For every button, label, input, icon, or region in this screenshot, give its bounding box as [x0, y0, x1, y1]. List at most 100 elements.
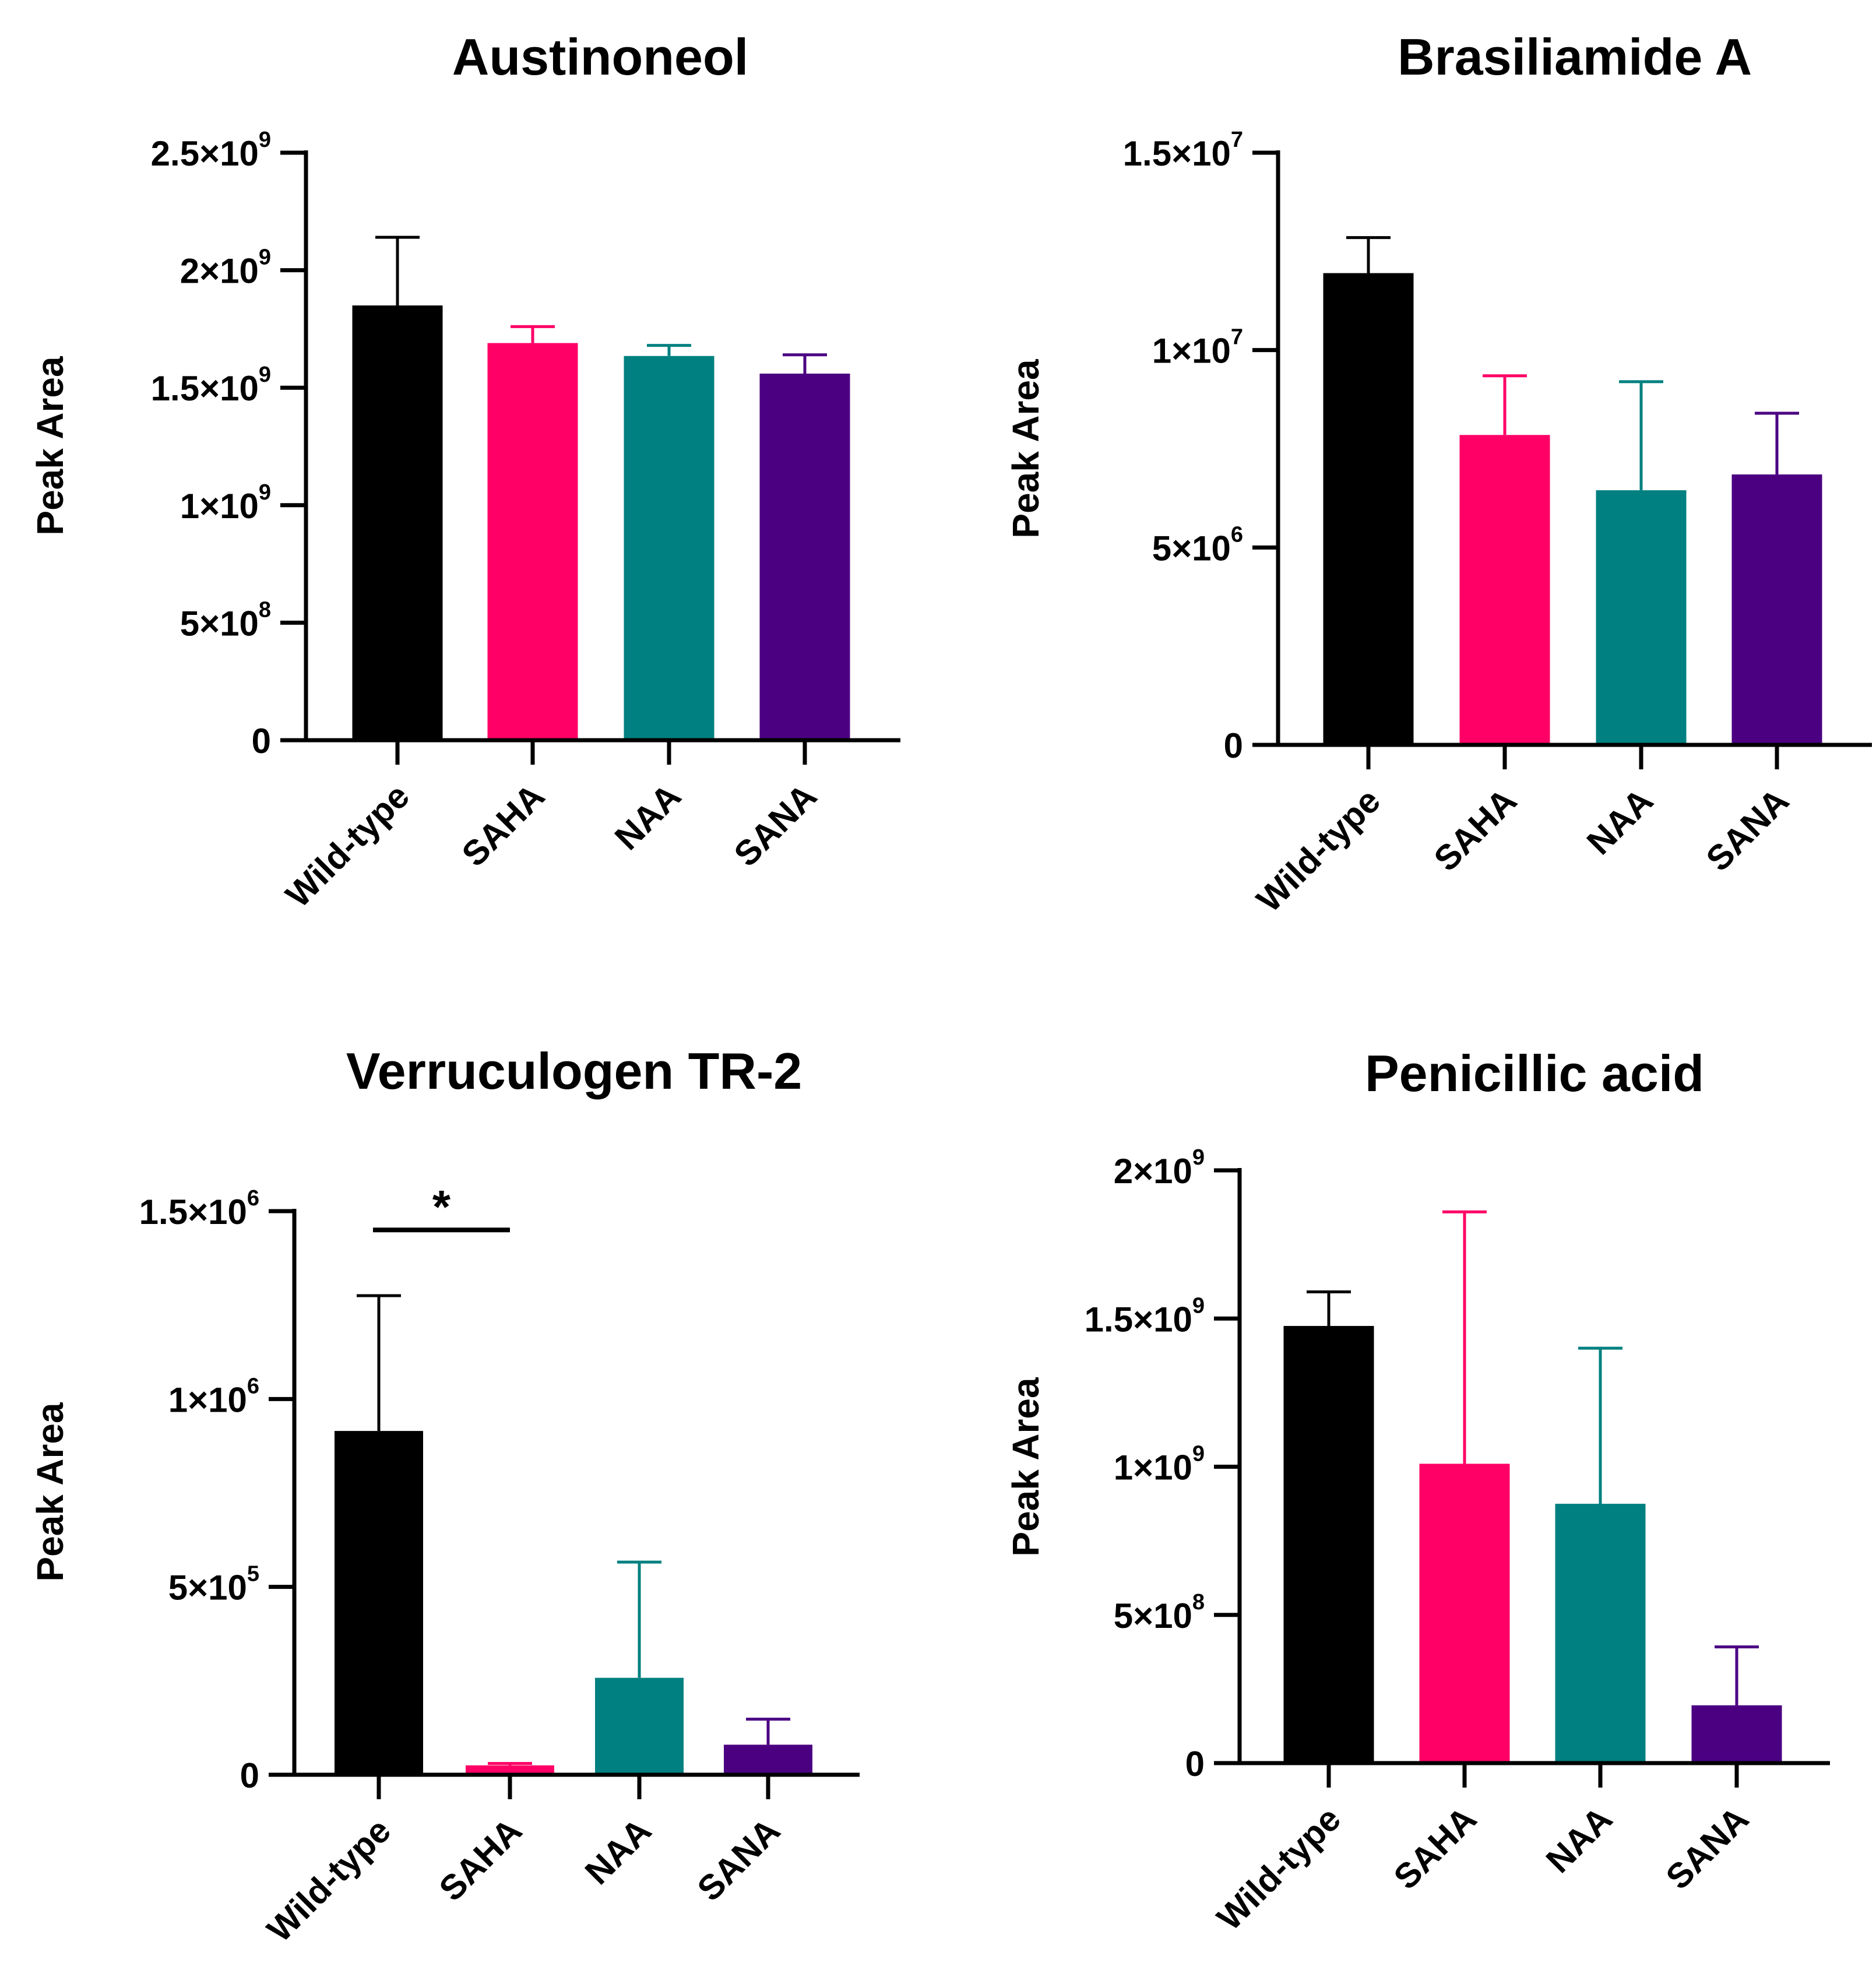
bar-saha	[1419, 1464, 1510, 1763]
y-tick-mantissa: 0	[240, 1756, 259, 1795]
x-tick-label-naa: NAA	[1539, 1799, 1620, 1880]
x-tick-label-sana: SANA	[690, 1811, 788, 1909]
y-tick-exponent: 9	[259, 245, 271, 270]
y-tick-mantissa: 1×10	[168, 1380, 247, 1419]
y-tick-mantissa: 1.5×10	[1085, 1300, 1192, 1339]
y-tick-mantissa: 5×10	[1152, 529, 1231, 568]
y-tick-mantissa: 0	[1224, 726, 1243, 765]
y-axis-label: Peak Area	[1005, 1377, 1047, 1557]
y-tick-label: 1×109	[180, 480, 271, 526]
y-tick-exponent: 9	[1192, 1442, 1205, 1466]
y-tick-mantissa: 0	[252, 722, 271, 761]
y-tick-label: 5×108	[1114, 1590, 1205, 1635]
y-tick-exponent: 8	[259, 597, 271, 622]
y-tick-label: 0	[1224, 726, 1243, 765]
y-tick-label: 0	[240, 1756, 259, 1795]
bar-saha	[1459, 435, 1550, 745]
y-tick-mantissa: 5×10	[1114, 1596, 1192, 1635]
error-bar-naa	[1578, 1346, 1622, 1504]
error-bar-saha	[488, 1762, 532, 1765]
significance-star: *	[432, 1181, 451, 1233]
y-tick-label: 5×106	[1152, 522, 1243, 568]
y-tick-mantissa: 1×10	[180, 487, 259, 526]
y-tick-exponent: 7	[1231, 128, 1243, 152]
bar-sana	[759, 374, 850, 740]
x-tick-label-saha: SAHA	[1427, 781, 1525, 879]
error-bar-sana	[746, 1718, 790, 1745]
x-tick-label-saha: SAHA	[455, 776, 552, 874]
x-tick-label-saha: SAHA	[432, 1811, 530, 1909]
error-bar-naa	[647, 344, 691, 356]
bar-wild-type	[335, 1431, 423, 1775]
y-tick-mantissa: 5×10	[168, 1568, 247, 1607]
y-tick-mantissa: 1.5×10	[1123, 134, 1231, 173]
chart-title: Verruculogen TR-2	[346, 1042, 802, 1100]
y-tick-label: 1.5×107	[1123, 128, 1243, 173]
y-tick-exponent: 6	[247, 1374, 259, 1398]
y-tick-label: 2×109	[180, 245, 271, 291]
y-tick-exponent: 9	[259, 128, 271, 152]
x-tick-label-naa: NAA	[578, 1811, 659, 1892]
y-tick-exponent: 7	[1231, 325, 1243, 350]
y-tick-mantissa: 1×10	[1152, 332, 1231, 371]
y-tick-label: 5×105	[168, 1562, 259, 1607]
chart-title: Brasiliamide A	[1398, 28, 1752, 86]
x-tick-label-wild-type: Wild-type	[1249, 781, 1388, 920]
y-tick-label: 1.5×109	[151, 363, 271, 408]
y-tick-mantissa: 1×10	[1114, 1448, 1192, 1487]
y-tick-mantissa: 2×10	[1114, 1152, 1192, 1191]
bar-wild-type	[1283, 1325, 1374, 1763]
y-tick-label: 0	[252, 722, 271, 761]
y-tick-label: 1×107	[1152, 325, 1243, 371]
y-tick-exponent: 6	[247, 1186, 259, 1211]
error-bar-sana	[1715, 1645, 1759, 1705]
error-bar-wild-type	[357, 1294, 401, 1431]
y-tick-label: 5×108	[180, 597, 271, 643]
y-tick-exponent: 9	[259, 480, 271, 505]
y-tick-mantissa: 2.5×10	[151, 134, 259, 173]
y-tick-mantissa: 1.5×10	[139, 1192, 247, 1232]
bar-naa	[1596, 490, 1687, 745]
error-bar-naa	[1619, 380, 1663, 491]
y-tick-label: 2.5×109	[151, 128, 271, 173]
x-tick-label-naa: NAA	[607, 776, 688, 857]
bar-sana	[724, 1744, 812, 1775]
y-tick-label: 1×109	[1114, 1442, 1205, 1487]
bar-wild-type	[352, 305, 443, 740]
y-tick-exponent: 5	[247, 1562, 259, 1587]
bar-naa	[624, 356, 715, 740]
error-bar-wild-type	[1346, 236, 1391, 273]
y-tick-exponent: 8	[1192, 1590, 1205, 1614]
y-tick-label: 1.5×109	[1085, 1293, 1205, 1339]
x-tick-label-naa: NAA	[1579, 781, 1660, 862]
bar-saha	[466, 1765, 554, 1775]
chart-title: Austinoneol	[452, 28, 748, 86]
y-tick-label: 1.5×106	[139, 1186, 259, 1232]
error-bar-sana	[1755, 411, 1799, 475]
y-tick-exponent: 9	[1192, 1145, 1205, 1170]
error-bar-wild-type	[1307, 1290, 1351, 1326]
y-tick-mantissa: 0	[1185, 1744, 1205, 1784]
y-tick-exponent: 9	[1192, 1293, 1205, 1318]
x-tick-label-saha: SAHA	[1386, 1799, 1484, 1897]
y-axis-label: Peak Area	[1005, 359, 1047, 539]
error-bar-wild-type	[375, 235, 420, 306]
y-tick-label: 1×106	[168, 1374, 259, 1419]
bar-naa	[595, 1677, 684, 1775]
y-tick-mantissa: 1.5×10	[151, 369, 259, 408]
bar-saha	[487, 343, 578, 740]
bar-sana	[1731, 474, 1822, 745]
bar-naa	[1555, 1504, 1646, 1763]
x-tick-label-sana: SANA	[1659, 1799, 1757, 1897]
error-bar-saha	[1483, 374, 1527, 435]
significance-marker: *	[373, 1181, 510, 1233]
x-tick-label-wild-type: Wild-type	[259, 1811, 398, 1950]
x-tick-label-wild-type: Wild-type	[1209, 1799, 1348, 1938]
error-bar-saha	[1442, 1210, 1487, 1464]
y-tick-mantissa: 5×10	[180, 604, 259, 643]
error-bar-naa	[617, 1560, 661, 1678]
